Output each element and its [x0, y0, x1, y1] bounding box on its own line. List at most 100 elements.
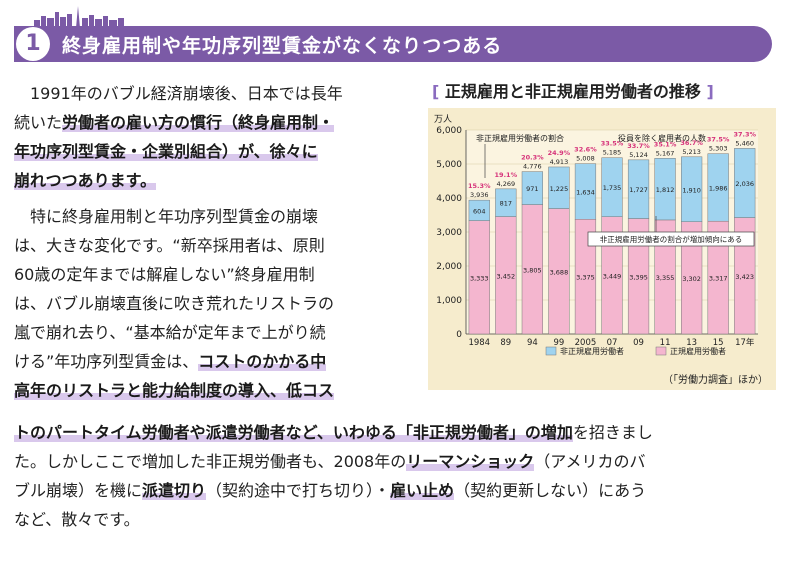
- city-skyline-icon: [34, 6, 124, 28]
- x-tick-label: 99: [553, 338, 564, 348]
- data-label-nonregular: 1,910: [682, 186, 701, 194]
- data-label-ratio: 33.5%: [601, 140, 624, 148]
- data-label-ratio: 37.5%: [707, 136, 730, 144]
- body-line: 年功序列型賃金・企業別組合）が、徐々に: [14, 137, 318, 166]
- data-label-regular: 3,452: [497, 272, 516, 280]
- data-label-nonregular: 817: [500, 200, 512, 208]
- y-tick-label: 6,000: [436, 126, 462, 136]
- legend-swatch-regular: [655, 346, 667, 356]
- data-label-nonregular: 604: [473, 207, 485, 215]
- data-label-nonregular: 2,036: [735, 180, 754, 188]
- body-line: など、散々です。: [14, 505, 140, 534]
- y-tick-label: 5,000: [436, 160, 462, 170]
- y-tick-label: 2,000: [436, 262, 462, 272]
- body-text-span: た。しかしここで増加した非正規労働者も、2008年の: [14, 452, 407, 471]
- x-tick-label: 11: [660, 338, 671, 348]
- x-tick-label: 09: [633, 338, 644, 348]
- bar-nonregular: [627, 159, 650, 219]
- body-line: 60歳の定年までは解雇しない”終身雇用制: [14, 260, 315, 289]
- y-tick-label: 3,000: [436, 228, 462, 238]
- data-label-total: 4,913: [550, 158, 569, 166]
- body-text-span: 1991年のバブル経済崩壊後、日本では長年: [14, 84, 343, 103]
- data-label-regular: 3,375: [576, 274, 595, 282]
- data-label-regular: 3,355: [656, 274, 675, 282]
- data-label-ratio: 35.1%: [654, 140, 677, 148]
- data-label-ratio: 37.3%: [733, 130, 756, 138]
- body-line: 特に終身雇用制と年功序列型賃金の崩壊: [14, 202, 318, 231]
- data-label-total: 5,185: [603, 149, 622, 157]
- bar-nonregular: [548, 166, 570, 209]
- legend-swatch-nonregular: [545, 346, 557, 356]
- body-text-span: ブル崩壊）を機に: [14, 481, 143, 500]
- chart-svg: 万人 0 1,000 2,000 3,000 4,000 5,000 6,000 3,333 60…: [434, 114, 758, 356]
- data-label-ratio: 32.6%: [574, 146, 597, 154]
- highlighted-term: リーマンショック: [406, 452, 535, 471]
- data-label-total: 4,269: [497, 180, 516, 188]
- data-label-regular: 3,302: [682, 275, 701, 283]
- body-line: は、バブル崩壊直後に吹き荒れたリストラの: [14, 289, 334, 318]
- section-title: 終身雇用制や年功序列型賃金がなくなりつつある: [62, 35, 503, 57]
- body-text-span: 嵐で崩れ去り、“基本給が定年まで上がり続: [14, 323, 326, 342]
- data-label-regular: 3,423: [735, 273, 754, 281]
- body-line: 1991年のバブル経済崩壊後、日本では長年: [14, 79, 343, 108]
- highlighted-term: 崩れつつあります。: [14, 171, 157, 190]
- data-label-nonregular: 1,812: [656, 186, 675, 194]
- highlighted-term: コストのかかる中: [198, 352, 327, 371]
- body-line: 崩れつつあります。: [14, 166, 157, 195]
- trend-callout-box: [587, 231, 755, 247]
- data-label-total: 5,008: [576, 155, 595, 163]
- data-label-total: 5,303: [709, 145, 728, 153]
- bar-nonregular: [654, 158, 676, 221]
- data-label-nonregular: 1,735: [603, 184, 622, 192]
- data-label-total: 5,460: [735, 139, 754, 147]
- data-label-regular: 3,805: [523, 266, 542, 274]
- data-label-ratio: 33.7%: [627, 142, 650, 150]
- section-header: 1 終身雇用制や年功序列型賃金がなくなりつつある: [14, 26, 772, 62]
- highlighted-term: 労働者の雇い方の慣行（終身雇用制・: [62, 113, 335, 132]
- x-tick-label: 07: [607, 338, 618, 348]
- bar-nonregular: [495, 188, 517, 217]
- data-label-regular: 3,688: [550, 268, 569, 276]
- ratio-annotation: 非正規雇用労働者の割合: [476, 133, 564, 143]
- data-label-nonregular: 1,986: [709, 184, 728, 192]
- body-line: ブル崩壊）を機に派遣切り（契約途中で打ち切り）・雇い止め（契約更新しない）にあう: [14, 476, 646, 505]
- highlighted-term: 高年のリストラと能力給制度の導入、低コス: [14, 381, 335, 400]
- data-label-ratio: 24.9%: [548, 149, 571, 157]
- data-label-total: 3,936: [470, 191, 489, 199]
- data-label-total: 5,167: [656, 149, 675, 157]
- data-label-total: 4,776: [523, 163, 542, 171]
- bar-nonregular: [707, 153, 729, 222]
- data-label-ratio: 19.1%: [495, 171, 518, 179]
- body-text-span: ける”年功序列型賃金は、: [14, 352, 199, 371]
- body-line: ける”年功序列型賃金は、コストのかかる中: [14, 347, 327, 376]
- y-tick-label: 0: [456, 330, 462, 340]
- body-line: 続いた労働者の雇い方の慣行（終身雇用制・: [14, 108, 335, 137]
- x-tick-label: 15: [713, 338, 724, 348]
- data-label-regular: 3,317: [709, 275, 728, 283]
- data-label-nonregular: 1,727: [629, 186, 648, 194]
- data-label-total: 5,213: [682, 148, 701, 156]
- body-text-span: （アメリカのバ: [534, 452, 646, 471]
- body-text-span: （契約更新しない）にあう: [454, 481, 647, 500]
- data-label-regular: 3,449: [603, 272, 622, 280]
- x-tick-label: 89: [500, 338, 511, 348]
- body-line: は、大きな変化です。“新卒採用者は、原則: [14, 231, 325, 260]
- legend-label-nonregular: 非正規雇用労働者: [560, 346, 624, 356]
- body-text-span: を招きまし: [572, 423, 653, 442]
- data-label-ratio: 36.7%: [680, 139, 703, 147]
- data-label-regular: 3,333: [470, 274, 489, 282]
- highlighted-term: 年功序列型賃金・企業別組合）が、徐々に: [14, 142, 318, 161]
- data-label-ratio: 20.3%: [521, 154, 544, 162]
- highlighted-term: トのパートタイム労働者や派遣労働者など、いわゆる「非正規労働者」の増加: [14, 423, 573, 442]
- section-number: 1: [16, 27, 50, 61]
- body-text-span: 60歳の定年までは解雇しない”終身雇用制: [14, 265, 315, 284]
- body-line: 高年のリストラと能力給制度の導入、低コス: [14, 376, 335, 405]
- y-unit-label: 万人: [434, 114, 452, 125]
- y-tick-label: 4,000: [436, 194, 462, 204]
- bar-nonregular: [521, 171, 543, 205]
- data-label-total: 5,124: [629, 151, 648, 159]
- body-text-span: は、バブル崩壊直後に吹き荒れたリストラの: [14, 294, 335, 313]
- body-line: 嵐で崩れ去り、“基本給が定年まで上がり続: [14, 318, 326, 347]
- body-text-span: 特に終身雇用制と年功序列型賃金の崩壊: [14, 207, 319, 226]
- x-tick-label: 17年: [735, 337, 755, 348]
